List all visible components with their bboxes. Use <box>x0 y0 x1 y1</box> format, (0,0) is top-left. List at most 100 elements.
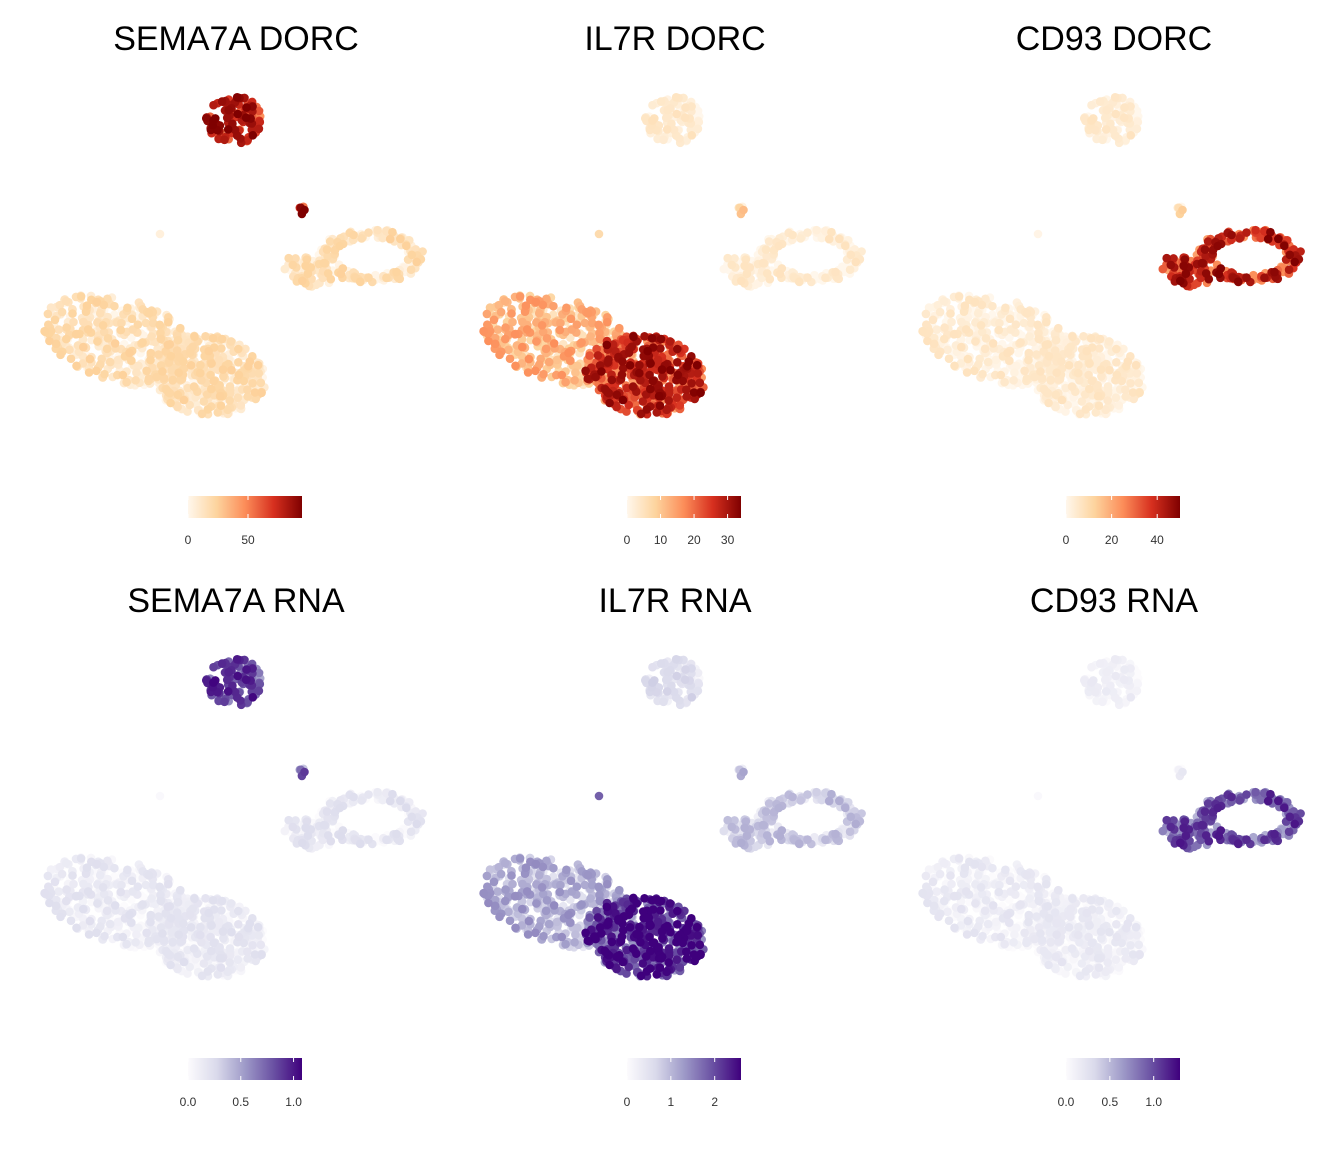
colorbar <box>188 1058 302 1080</box>
cell-point <box>922 320 931 329</box>
cell-point <box>55 862 65 872</box>
cell-point <box>102 344 112 354</box>
cell-point <box>522 325 532 334</box>
cell-point <box>209 100 218 110</box>
cell-point <box>132 368 141 377</box>
cell-point <box>98 321 108 330</box>
cell-point <box>1064 361 1074 370</box>
cell-point <box>364 835 373 844</box>
cell-point <box>665 337 675 346</box>
colorbar-gradient <box>627 496 741 518</box>
cell-point <box>1082 346 1091 356</box>
cell-point <box>1131 360 1141 370</box>
cell-point <box>66 916 76 925</box>
cell-point <box>693 369 703 378</box>
cell-point <box>280 826 290 836</box>
cell-point <box>99 300 109 310</box>
cell-point <box>549 339 559 348</box>
cell-point <box>110 301 119 311</box>
cell-point <box>673 344 682 354</box>
cell-point <box>138 900 147 909</box>
cell-point <box>1103 382 1113 391</box>
cell-point <box>225 382 235 391</box>
cell-point <box>158 929 167 938</box>
cell-point <box>496 307 506 317</box>
cell-point <box>214 355 224 365</box>
cell-point <box>147 332 156 341</box>
cell-point <box>44 320 53 329</box>
cell-point <box>566 314 576 324</box>
cell-point <box>96 360 105 369</box>
cell-point <box>682 392 691 401</box>
cell-point <box>396 796 405 806</box>
cell-point <box>940 334 949 344</box>
cell-point <box>1235 234 1244 243</box>
cell-point <box>144 871 154 880</box>
cell-point <box>179 395 189 405</box>
cell-point <box>656 334 666 344</box>
cell-point <box>172 963 182 972</box>
cell-point <box>1036 367 1045 376</box>
cell-point <box>388 789 397 799</box>
cell-point <box>257 950 266 960</box>
colorbar-gradient <box>188 496 302 518</box>
cell-point <box>1178 205 1187 215</box>
cell-point <box>1166 260 1176 270</box>
cell-point <box>1111 109 1120 119</box>
cell-point <box>144 374 154 384</box>
cell-point <box>71 892 81 901</box>
cell-point <box>803 273 812 282</box>
cell-point <box>223 967 232 977</box>
cell-point <box>978 369 987 379</box>
cell-point <box>155 791 165 801</box>
cell-point <box>234 932 244 942</box>
cell-point <box>254 124 264 134</box>
cell-point <box>382 835 391 845</box>
cell-point <box>1022 374 1032 384</box>
cell-point <box>84 930 94 939</box>
cell-point <box>803 228 812 237</box>
cell-point <box>1097 372 1106 381</box>
cell-point <box>949 330 959 339</box>
cell-point <box>203 967 213 976</box>
cell-point <box>719 264 729 274</box>
cell-point <box>250 950 260 959</box>
cell-point <box>935 307 945 317</box>
cell-point <box>123 303 132 313</box>
cell-point <box>243 392 252 401</box>
cell-point <box>388 227 397 237</box>
cell-point <box>402 241 411 251</box>
cell-point <box>1032 350 1041 359</box>
cell-point <box>556 318 565 328</box>
cell-point <box>1181 269 1191 278</box>
cell-point <box>183 969 192 978</box>
cell-point <box>1251 225 1260 235</box>
cell-point <box>495 350 504 360</box>
cell-point <box>223 687 233 696</box>
cell-point <box>225 389 235 398</box>
cell-point <box>537 321 547 330</box>
cell-point <box>248 941 257 950</box>
umap-scatter-plot <box>40 655 427 981</box>
cell-point <box>406 265 416 274</box>
cell-point <box>1126 379 1135 388</box>
cell-point <box>142 366 151 376</box>
cell-point <box>207 946 216 956</box>
cell-point <box>1075 376 1084 385</box>
colorbar-tick-label: 50 <box>241 533 255 547</box>
cell-point <box>501 323 510 332</box>
cell-point <box>566 356 575 365</box>
cell-point <box>646 384 655 394</box>
cell-point <box>1132 124 1142 134</box>
cell-point <box>1105 365 1114 375</box>
cell-point <box>573 361 582 371</box>
cell-point <box>1020 366 1029 376</box>
cell-point <box>209 376 219 386</box>
cell-point <box>655 401 665 411</box>
cell-point <box>234 920 243 929</box>
cell-point <box>944 354 954 364</box>
cell-point <box>396 234 405 244</box>
cell-point <box>577 338 586 347</box>
cell-point <box>152 934 161 944</box>
cell-point <box>222 675 232 685</box>
